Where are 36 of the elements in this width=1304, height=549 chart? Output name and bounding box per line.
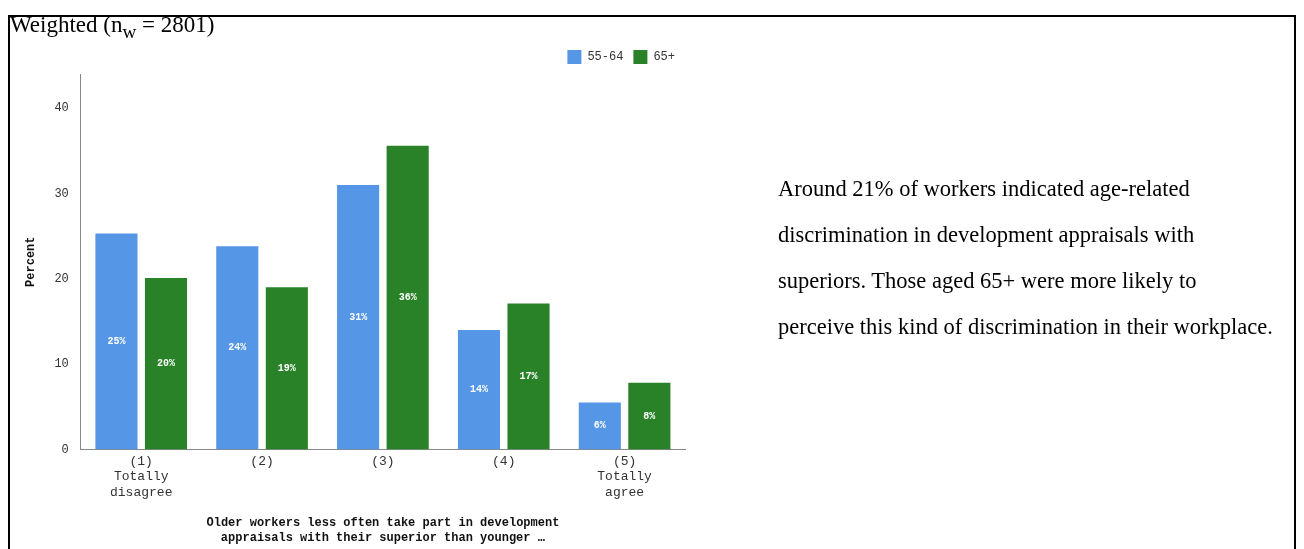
data-label: 14% [469,384,488,396]
bar [95,233,138,450]
bar [216,246,259,450]
x-tick-label: (4) [492,453,516,469]
bar [507,303,550,450]
x-tick-label: (3) [371,453,395,469]
bar [144,277,188,450]
data-label: 6% [593,420,606,432]
y-tick-label: 20 [54,271,69,286]
bar [265,287,308,450]
text: Around 21% of workers indicated age-related discrimination in development appraisals with superiors. Those aged 65+ were more likely to perceive this kind of discrimination in their workplace. [778,175,1274,341]
data-label: 25% [107,335,126,347]
data-label: 24% [228,342,247,354]
bar [457,329,501,450]
y-tick-label: 10 [54,357,69,372]
y-axis-title: Percent [24,236,39,287]
data-label: 20% [156,358,175,370]
y-tick-label: 0 [61,442,69,457]
bar [337,184,380,450]
y-tick-label: 40 [54,101,69,116]
y-tick-label: 30 [54,186,69,201]
x-tick-label: (2) [250,453,274,469]
bar [578,402,621,450]
x-tick-label: (5) Totally agree [597,453,653,500]
x-axis-title: Older workers less often take part in development appraisals with their superior than younger … [206,516,560,545]
data-label: 19% [277,362,296,374]
legend-label: 65+ [653,50,676,65]
chart-title: Weighted (n$_{w}$ = 2801) [10,12,215,43]
data-label: 36% [398,292,417,304]
data-label: 31% [349,311,368,323]
bar [386,145,429,450]
legend-label: 55-64 [587,50,624,65]
data-label: 8% [643,410,656,422]
data-label: 17% [519,370,538,382]
x-tick-label: (1) Totally disagree [110,453,173,500]
bar [628,382,671,450]
